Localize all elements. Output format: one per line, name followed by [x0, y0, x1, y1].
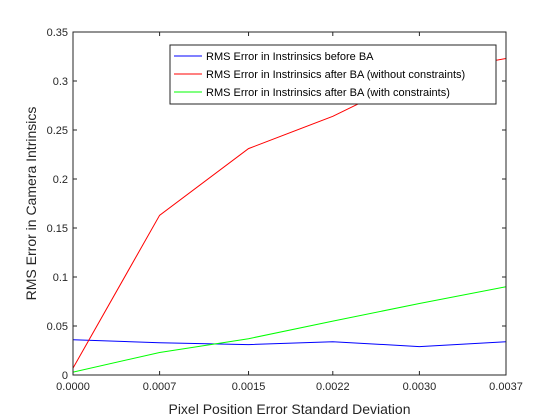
- y-tick-label: 0.05: [47, 321, 68, 333]
- y-tick-label: 0.35: [47, 27, 68, 39]
- axes-box: [72, 31, 507, 376]
- legend: RMS Error in Instrinsics before BA RMS Er…: [169, 44, 497, 105]
- legend-box: [169, 44, 497, 105]
- y-tick-label: 0.25: [47, 125, 68, 137]
- y-tick-label: 0.2: [53, 174, 68, 186]
- legend-label-1: RMS Error in Instrinsics before BA: [206, 51, 374, 63]
- x-tick-label: 0.0022: [316, 381, 350, 393]
- legend-label-2: RMS Error in Instrinsics after BA (witho…: [206, 69, 465, 81]
- y-axis-label: RMS Error in Camera Intrinsics: [23, 107, 39, 301]
- series-line-1: [73, 339, 506, 348]
- y-tick-label: 0: [62, 370, 68, 382]
- y-tick-label: 0.3: [53, 76, 68, 88]
- y-tick-label: 0.1: [53, 272, 68, 284]
- y-tick-label: 0.15: [47, 223, 68, 235]
- series-line-3: [73, 286, 506, 373]
- x-tick-label: 0.0015: [232, 381, 266, 393]
- x-axis-label: Pixel Position Error Standard Deviation: [168, 401, 410, 417]
- x-tick-label: 0.0037: [489, 381, 523, 393]
- x-tick-label: 0.0030: [403, 381, 437, 393]
- axes-layer: 0.0000 0.0007 0.0015 0.0022 0.0030 0.0037 0 0.0…: [47, 27, 523, 393]
- x-tick-label: 0.0007: [143, 381, 177, 393]
- legend-label-3: RMS Error in Instrinsics after BA (with …: [206, 87, 450, 99]
- x-tick-label: 0.0000: [56, 381, 90, 393]
